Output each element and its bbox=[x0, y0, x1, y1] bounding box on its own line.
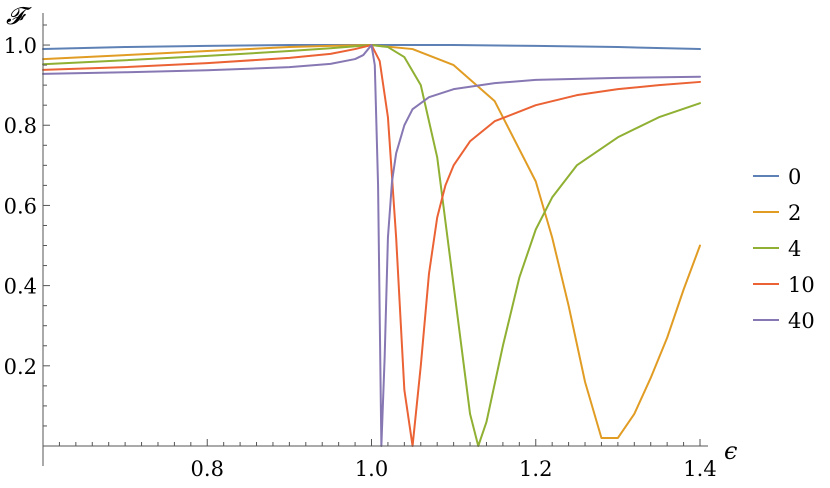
legend-label-40: 40 bbox=[788, 309, 815, 333]
legend-label-2: 2 bbox=[788, 201, 801, 225]
x-axis-title: ϵ bbox=[724, 437, 737, 465]
legend-label-10: 10 bbox=[788, 273, 815, 297]
series-line-2 bbox=[42, 44, 701, 439]
x-tick-label: 0.8 bbox=[191, 457, 224, 481]
series-line-40 bbox=[42, 44, 701, 447]
series-layer bbox=[42, 44, 701, 447]
x-tick-label: 1.4 bbox=[683, 457, 716, 481]
series-line-10 bbox=[42, 44, 701, 447]
x-tick-label: 1.2 bbox=[519, 457, 552, 481]
legend-label-0: 0 bbox=[788, 165, 801, 189]
legend: 0 2 4 10 40 bbox=[753, 165, 815, 333]
y-tick-label: 0.4 bbox=[4, 275, 37, 299]
y-tick-label: 0.2 bbox=[4, 355, 37, 379]
y-axis-title: 𝓕 bbox=[6, 2, 32, 30]
y-tick-label: 0.8 bbox=[4, 114, 37, 138]
tick-labels: 0.8 1.0 1.2 1.4 0.2 0.4 0.6 0.8 1.0 bbox=[4, 34, 717, 481]
y-tick-label: 1.0 bbox=[4, 34, 37, 58]
axes bbox=[42, 13, 708, 466]
series-line-4 bbox=[42, 44, 701, 447]
y-tick-label: 0.6 bbox=[4, 194, 37, 218]
x-tick-label: 1.0 bbox=[355, 457, 388, 481]
legend-label-4: 4 bbox=[788, 237, 801, 261]
